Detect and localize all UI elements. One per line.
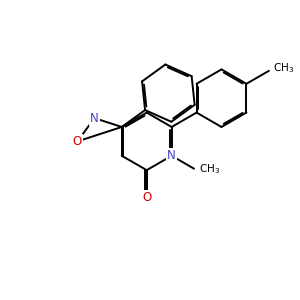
Text: N: N	[90, 112, 99, 124]
Text: CH$_3$: CH$_3$	[199, 162, 220, 176]
Text: CH$_3$: CH$_3$	[273, 61, 295, 75]
Text: N: N	[167, 149, 176, 162]
Text: O: O	[142, 191, 151, 204]
Text: O: O	[73, 135, 82, 148]
